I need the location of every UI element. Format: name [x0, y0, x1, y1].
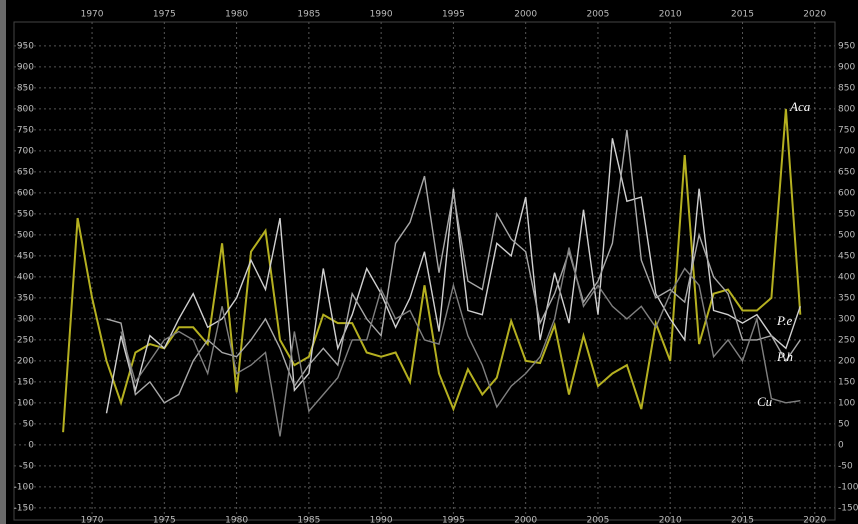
y-tick-label-right: 400	[838, 272, 855, 282]
series-line	[120, 247, 801, 437]
x-tick-label: 1985	[297, 10, 320, 20]
y-tick-label-right: 700	[838, 146, 855, 156]
x-tick-label: 1975	[153, 10, 176, 20]
y-tick-label: 950	[17, 41, 34, 51]
y-tick-label: 200	[17, 356, 34, 366]
y-tick-label: 850	[17, 83, 34, 93]
y-tick-label: 900	[17, 62, 34, 72]
x-tick-label: 2005	[586, 10, 609, 20]
x-tick-label-bottom: 2015	[731, 516, 754, 524]
x-tick-label: 2010	[659, 10, 682, 20]
y-tick-label-right: 550	[838, 209, 855, 219]
y-tick-label: 450	[17, 251, 34, 261]
x-tick-label-bottom: 1985	[297, 516, 320, 524]
y-tick-label-right: -150	[838, 503, 858, 513]
y-tick-label-right: 650	[838, 167, 855, 177]
y-tick-label: 550	[17, 209, 34, 219]
x-tick-label-bottom: 1990	[370, 516, 393, 524]
x-tick-label-bottom: 1970	[81, 516, 104, 524]
y-tick-label: 250	[17, 335, 34, 345]
x-tick-label-bottom: 2005	[586, 516, 609, 524]
x-tick-label: 1995	[442, 10, 465, 20]
y-tick-label: -150	[14, 503, 35, 513]
y-tick-label-right: 0	[838, 440, 844, 450]
y-tick-label: 100	[17, 398, 34, 408]
y-tick-label-right: 600	[838, 188, 855, 198]
y-tick-label-right: 300	[838, 314, 855, 324]
y-tick-label: -50	[19, 461, 34, 471]
y-tick-label: 150	[17, 377, 34, 387]
y-tick-label: 300	[17, 314, 34, 324]
x-tick-label-bottom: 1980	[225, 516, 248, 524]
y-tick-label: 0	[28, 440, 34, 450]
y-tick-label-right: 950	[838, 41, 855, 51]
y-tick-label-right: 750	[838, 125, 855, 135]
y-tick-label-right: 150	[838, 377, 855, 387]
series-line	[105, 138, 801, 414]
y-tick-label-right: 100	[838, 398, 855, 408]
x-tick-label: 2000	[514, 10, 537, 20]
y-tick-label-right: 250	[838, 335, 855, 345]
plot-frame	[13, 21, 836, 521]
series-name: Aca	[789, 99, 811, 114]
y-tick-label-right: 850	[838, 83, 855, 93]
y-tick-label-right: 500	[838, 230, 855, 240]
y-tick-label-right: 50	[838, 419, 850, 429]
x-tick-label-bottom: 2010	[659, 516, 682, 524]
y-tick-label-right: 350	[838, 293, 855, 303]
x-tick-label-bottom: 1975	[153, 516, 176, 524]
y-tick-label: -100	[14, 482, 35, 492]
series-name: P.h	[776, 349, 793, 364]
series-name: Cu	[757, 394, 773, 409]
x-tick-label-bottom: 1995	[442, 516, 465, 524]
y-tick-label: 500	[17, 230, 34, 240]
x-tick-label: 2020	[803, 10, 826, 20]
y-tick-label: 800	[17, 104, 34, 114]
series-name: P.e	[776, 313, 793, 328]
y-tick-label-right: -100	[838, 482, 858, 492]
y-tick-label: 650	[17, 167, 34, 177]
x-tick-label-bottom: 2000	[514, 516, 537, 524]
left-edge	[0, 0, 6, 524]
x-tick-label: 1990	[370, 10, 393, 20]
x-tick-label: 2015	[731, 10, 754, 20]
y-tick-label: 700	[17, 146, 34, 156]
series-line	[106, 129, 801, 404]
y-tick-label-right: 200	[838, 356, 855, 366]
y-tick-label: 600	[17, 188, 34, 198]
y-tick-label: 400	[17, 272, 34, 282]
y-tick-label-right: 900	[838, 62, 855, 72]
y-tick-label-right: 450	[838, 251, 855, 261]
y-tick-label: 750	[17, 125, 34, 135]
y-tick-label: 50	[23, 419, 35, 429]
series-line	[62, 108, 802, 433]
y-tick-label-right: 800	[838, 104, 855, 114]
y-tick-label: 350	[17, 293, 34, 303]
x-tick-label: 1970	[81, 10, 104, 20]
y-tick-label-right: -50	[838, 461, 853, 471]
x-tick-label-bottom: 2020	[803, 516, 826, 524]
x-tick-label: 1980	[225, 10, 248, 20]
